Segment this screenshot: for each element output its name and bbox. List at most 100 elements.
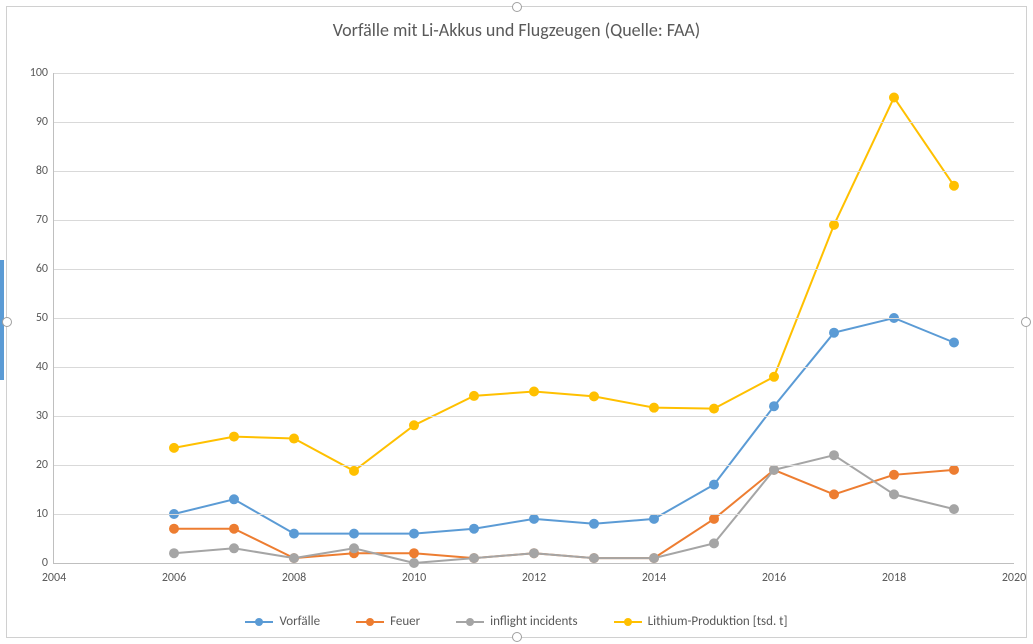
y-axis-tick: 20 bbox=[14, 458, 48, 472]
series-marker[interactable] bbox=[950, 505, 959, 514]
series-line[interactable] bbox=[174, 318, 954, 534]
series-marker[interactable] bbox=[470, 554, 479, 563]
legend-item[interactable]: Vorfälle bbox=[245, 614, 320, 629]
gridline bbox=[54, 269, 1014, 270]
series-marker[interactable] bbox=[830, 490, 839, 499]
series-marker[interactable] bbox=[590, 392, 599, 401]
series-marker[interactable] bbox=[470, 391, 479, 400]
series-marker[interactable] bbox=[290, 529, 299, 538]
x-axis-tick: 2012 bbox=[522, 571, 546, 585]
gridline bbox=[54, 367, 1014, 368]
legend: Vorfälle Feuer inflight incidents Lithium-P… bbox=[7, 612, 1026, 630]
series-marker[interactable] bbox=[890, 490, 899, 499]
series-marker[interactable] bbox=[530, 549, 539, 558]
chart-title: Vorfälle mit Li-Akkus und Flugzeugen (Qu… bbox=[7, 19, 1026, 41]
x-axis-tick: 2010 bbox=[402, 571, 426, 585]
series-marker[interactable] bbox=[770, 372, 779, 381]
legend-label: Lithium-Produktion [tsd. t] bbox=[648, 614, 788, 629]
series-marker[interactable] bbox=[590, 519, 599, 528]
gridline bbox=[54, 514, 1014, 515]
resize-handle-left[interactable] bbox=[2, 317, 12, 327]
series-marker[interactable] bbox=[770, 402, 779, 411]
gridline bbox=[54, 220, 1014, 221]
series-marker[interactable] bbox=[950, 181, 959, 190]
series-marker[interactable] bbox=[950, 465, 959, 474]
legend-item[interactable]: Feuer bbox=[356, 614, 420, 629]
x-axis-tick: 2014 bbox=[642, 571, 666, 585]
legend-line-icon bbox=[356, 621, 384, 623]
y-axis-tick: 70 bbox=[14, 213, 48, 227]
legend-line-icon bbox=[614, 621, 642, 623]
series-marker[interactable] bbox=[170, 524, 179, 533]
y-axis-tick: 30 bbox=[14, 409, 48, 423]
series-marker[interactable] bbox=[830, 328, 839, 337]
series-marker[interactable] bbox=[530, 514, 539, 523]
gridline bbox=[54, 318, 1014, 319]
series-marker[interactable] bbox=[230, 495, 239, 504]
series-marker[interactable] bbox=[350, 529, 359, 538]
y-axis-tick: 100 bbox=[14, 66, 48, 80]
x-axis-tick: 2006 bbox=[162, 571, 186, 585]
y-axis-tick: 10 bbox=[14, 507, 48, 521]
legend-marker-icon bbox=[624, 618, 632, 626]
series-line[interactable] bbox=[174, 455, 954, 563]
series-marker[interactable] bbox=[290, 554, 299, 563]
series-marker[interactable] bbox=[650, 554, 659, 563]
gridline bbox=[54, 73, 1014, 74]
legend-line-icon bbox=[245, 621, 273, 623]
series-marker[interactable] bbox=[710, 404, 719, 413]
x-axis-tick: 2008 bbox=[282, 571, 306, 585]
y-axis-tick: 90 bbox=[14, 115, 48, 129]
series-marker[interactable] bbox=[170, 443, 179, 452]
series-marker[interactable] bbox=[710, 514, 719, 523]
gridline bbox=[54, 416, 1014, 417]
legend-item[interactable]: inflight incidents bbox=[456, 614, 577, 629]
chart-frame[interactable]: Vorfälle mit Li-Akkus und Flugzeugen (Qu… bbox=[6, 6, 1027, 638]
series-marker[interactable] bbox=[230, 524, 239, 533]
series-marker[interactable] bbox=[170, 549, 179, 558]
series-marker[interactable] bbox=[470, 524, 479, 533]
y-axis-tick: 0 bbox=[14, 556, 48, 570]
series-marker[interactable] bbox=[230, 544, 239, 553]
y-axis-tick: 50 bbox=[14, 311, 48, 325]
resize-handle-bottom[interactable] bbox=[512, 632, 522, 642]
legend-label: inflight incidents bbox=[490, 614, 577, 629]
x-axis-tick: 2004 bbox=[42, 571, 66, 585]
gridline bbox=[54, 122, 1014, 123]
series-marker[interactable] bbox=[410, 549, 419, 558]
series-marker[interactable] bbox=[290, 434, 299, 443]
series-marker[interactable] bbox=[950, 338, 959, 347]
series-marker[interactable] bbox=[350, 466, 359, 475]
series-marker[interactable] bbox=[230, 432, 239, 441]
series-marker[interactable] bbox=[830, 451, 839, 460]
plot-area: 0102030405060708090100200420062008201020… bbox=[53, 73, 1014, 564]
gridline bbox=[54, 465, 1014, 466]
resize-handle-top[interactable] bbox=[512, 2, 522, 12]
x-axis-tick: 2016 bbox=[762, 571, 786, 585]
series-marker[interactable] bbox=[650, 403, 659, 412]
resize-handle-right[interactable] bbox=[1021, 317, 1031, 327]
legend-item[interactable]: Lithium-Produktion [tsd. t] bbox=[614, 614, 788, 629]
series-marker[interactable] bbox=[830, 220, 839, 229]
series-line[interactable] bbox=[174, 98, 954, 471]
series-marker[interactable] bbox=[650, 514, 659, 523]
series-marker[interactable] bbox=[710, 539, 719, 548]
legend-label: Feuer bbox=[390, 614, 420, 629]
y-axis-tick: 60 bbox=[14, 262, 48, 276]
series-marker[interactable] bbox=[590, 554, 599, 563]
series-marker[interactable] bbox=[410, 559, 419, 568]
gridline bbox=[54, 171, 1014, 172]
x-axis-tick: 2018 bbox=[882, 571, 906, 585]
series-marker[interactable] bbox=[890, 93, 899, 102]
series-marker[interactable] bbox=[770, 465, 779, 474]
legend-marker-icon bbox=[466, 618, 474, 626]
legend-marker-icon bbox=[255, 618, 263, 626]
series-marker[interactable] bbox=[890, 470, 899, 479]
series-marker[interactable] bbox=[530, 387, 539, 396]
series-marker[interactable] bbox=[410, 529, 419, 538]
series-marker[interactable] bbox=[350, 544, 359, 553]
x-axis-tick: 2020 bbox=[1002, 571, 1026, 585]
series-marker[interactable] bbox=[410, 421, 419, 430]
y-axis-tick: 40 bbox=[14, 360, 48, 374]
series-marker[interactable] bbox=[710, 480, 719, 489]
